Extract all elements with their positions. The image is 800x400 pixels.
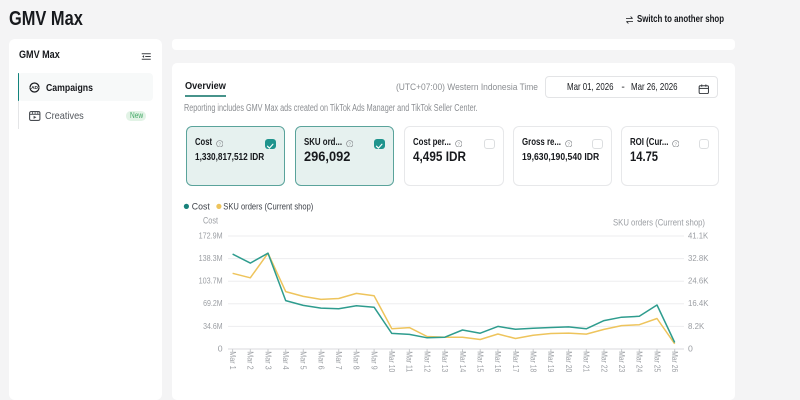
svg-text:41.1K: 41.1K <box>688 230 708 240</box>
svg-text:Mar 21: Mar 21 <box>582 351 592 372</box>
svg-text:?: ? <box>218 141 221 146</box>
svg-text:Mar 11: Mar 11 <box>405 351 415 372</box>
svg-text:Mar 24: Mar 24 <box>635 351 645 372</box>
svg-text:Mar 19: Mar 19 <box>546 351 556 372</box>
svg-text:172.9M: 172.9M <box>199 230 223 240</box>
svg-text:Mar 20: Mar 20 <box>564 351 574 372</box>
svg-text:?: ? <box>348 141 351 146</box>
svg-text:138.3M: 138.3M <box>199 253 223 263</box>
svg-text:Mar 22: Mar 22 <box>599 351 609 372</box>
svg-text:Mar 9: Mar 9 <box>369 351 379 370</box>
svg-text:Mar 3: Mar 3 <box>263 351 273 370</box>
svg-text:Mar 7: Mar 7 <box>334 351 344 370</box>
svg-text:Cost: Cost <box>203 215 218 225</box>
svg-text:SKU orders (Current shop): SKU orders (Current shop) <box>223 202 313 213</box>
svg-text:Mar 2: Mar 2 <box>246 351 256 370</box>
svg-text:32.8K: 32.8K <box>688 253 709 263</box>
svg-text:?: ? <box>567 141 570 146</box>
svg-text:24.6K: 24.6K <box>688 276 709 286</box>
svg-text:0: 0 <box>218 343 223 353</box>
svg-text:AD: AD <box>31 86 38 92</box>
svg-text:69.2M: 69.2M <box>203 298 223 308</box>
svg-text:Mar 14: Mar 14 <box>458 351 468 372</box>
svg-text:Mar 17: Mar 17 <box>511 351 521 372</box>
svg-text:Mar 4: Mar 4 <box>281 351 291 370</box>
svg-text:Mar 26: Mar 26 <box>670 351 680 372</box>
svg-text:?: ? <box>457 141 460 146</box>
svg-text:Mar 5: Mar 5 <box>299 351 309 370</box>
svg-text:SKU orders (Current shop): SKU orders (Current shop) <box>613 218 705 228</box>
svg-text:16.4K: 16.4K <box>688 298 709 308</box>
svg-text:103.7M: 103.7M <box>199 276 223 286</box>
svg-text:Mar 23: Mar 23 <box>617 351 627 372</box>
svg-text:Mar 6: Mar 6 <box>316 351 326 370</box>
svg-text:0: 0 <box>688 343 693 353</box>
svg-text:Mar 10: Mar 10 <box>387 351 397 372</box>
svg-text:Mar 25: Mar 25 <box>652 351 662 372</box>
svg-text:Cost: Cost <box>192 202 210 213</box>
svg-text:Mar 13: Mar 13 <box>440 351 450 372</box>
svg-text:?: ? <box>674 141 677 146</box>
svg-text:Mar 16: Mar 16 <box>493 351 503 372</box>
svg-text:Mar 15: Mar 15 <box>476 351 486 372</box>
svg-text:Mar 8: Mar 8 <box>352 351 362 370</box>
svg-text:34.6M: 34.6M <box>203 321 223 331</box>
svg-text:Mar 12: Mar 12 <box>422 351 432 372</box>
svg-text:Mar 18: Mar 18 <box>529 351 539 372</box>
svg-text:Mar 1: Mar 1 <box>228 351 238 370</box>
svg-text:8.2K: 8.2K <box>688 321 704 331</box>
